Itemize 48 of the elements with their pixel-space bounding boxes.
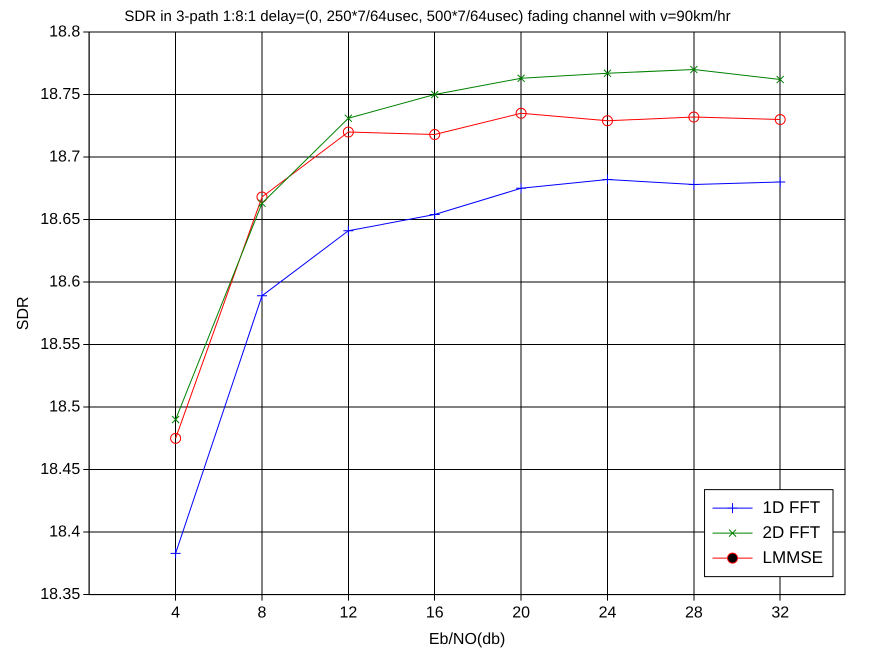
chart-title: SDR in 3-path 1:8:1 delay=(0, 250*7/64usec, 500*7/64usec) fading channel with v=90km/hr [124,8,731,26]
x-tick-label: 4 [171,604,180,622]
point [258,199,266,208]
point [430,90,439,99]
point [776,75,784,84]
point [688,112,700,123]
point [688,179,700,190]
y-tick-label: 18.65 [40,210,80,228]
y-axis-title: SDR [15,296,32,330]
point [429,129,440,140]
y-tick-label: 18.5 [49,398,80,416]
legend-label: 2D FFT [762,522,820,542]
legend-label: LMMSE [762,548,824,567]
y-tick-label: 18.35 [40,586,80,604]
x-tick-label: 32 [771,604,790,622]
point [429,209,440,220]
point [774,114,786,126]
point [256,192,268,203]
y-tick-label: 18.6 [49,273,80,290]
point [344,114,352,122]
point [690,65,698,74]
point [172,416,180,424]
point [256,290,268,302]
y-tick-label: 18.45 [40,460,80,478]
x-tick-label: 20 [512,604,530,622]
point [342,126,354,138]
point [603,69,612,78]
y-tick-label: 18.75 [40,86,80,103]
x-tick-label: 24 [598,604,616,622]
point [602,115,613,126]
x-tick-label: 16 [426,604,444,622]
x-tick-label: 28 [684,604,703,622]
x-tick-label: 12 [339,604,358,622]
point [342,225,354,236]
point [170,548,182,559]
point [602,174,613,186]
y-tick-label: 18.55 [40,336,80,353]
y-tick-label: 18.7 [49,148,80,166]
x-tick-label: 8 [258,604,267,622]
point [774,176,786,188]
legend-label: 1D FFT [762,498,820,517]
point [517,74,526,82]
x-axis-title: Eb/NO(db) [428,630,506,648]
point [516,182,527,194]
y-tick-label: 18.4 [49,523,80,540]
point [170,432,182,444]
y-tick-label: 18.8 [49,23,80,40]
point [516,108,527,119]
